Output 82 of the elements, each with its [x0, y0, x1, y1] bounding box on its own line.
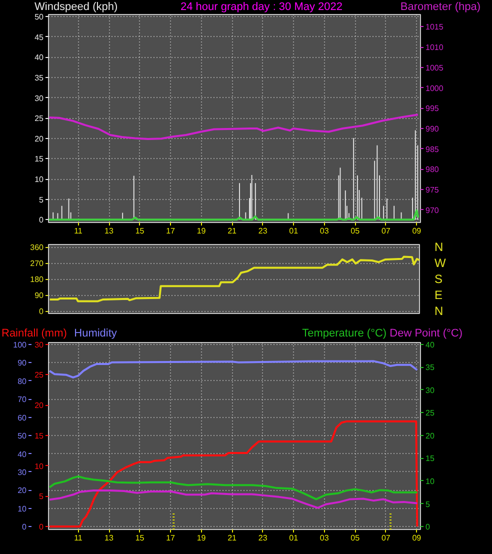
text: N: [434, 240, 444, 254]
y-tick-label: 270: [30, 259, 44, 268]
y-tick-label: 80: [18, 376, 28, 386]
text: E: [434, 288, 443, 302]
x-tick-label: 21: [228, 226, 238, 236]
y-tick-label: 360: [30, 243, 44, 252]
y2-tick-label: 975: [426, 186, 440, 195]
y2-tick-label: 1010: [426, 43, 444, 52]
y-tick-label: 0: [39, 216, 44, 225]
y2-tick-label: 20: [426, 431, 435, 440]
y-tick-label: 90: [18, 358, 28, 368]
y2-tick-label: 980: [426, 165, 440, 174]
x-tick-label: 11: [74, 226, 83, 236]
y-tick-label: 50: [34, 12, 44, 22]
y-tick-label: 25: [34, 114, 44, 124]
x-tick-label: 05: [350, 226, 360, 236]
x-tick-label: 03: [320, 534, 330, 542]
y-tick-label: 15: [34, 154, 44, 164]
x-tick-label: 13: [104, 534, 114, 542]
x-tick-label: 21: [228, 534, 238, 542]
y2-tick-label: 985: [426, 144, 440, 154]
x-tick-label: 05: [350, 534, 360, 542]
y-tick-label: 45: [34, 32, 44, 42]
y2-tick-label: 40: [426, 340, 435, 350]
x-tick-label: 17: [166, 534, 176, 542]
y-tick-label: 180: [30, 275, 44, 284]
x-tick-label: 13: [104, 226, 114, 236]
x-tick-label: 15: [135, 534, 145, 542]
y2-tick-label: 5: [426, 500, 430, 509]
y2-tick-label: 15: [426, 454, 435, 464]
text: N: [434, 304, 444, 318]
x-tick-label: 01: [289, 534, 299, 542]
y2-tick-label: 25: [426, 408, 435, 418]
y-tick-label: 50: [18, 432, 28, 441]
y-tick-label: 40: [34, 53, 44, 62]
y2-tick-label: 1005: [426, 63, 444, 72]
x-tick-label: 17: [166, 226, 176, 236]
x-tick-label: 01: [289, 226, 299, 236]
x-tick-label: 11: [74, 534, 83, 542]
y2-tick-label: 10: [426, 476, 435, 486]
y-tick-label: 5: [39, 195, 44, 204]
y-tick-label: 30: [34, 94, 44, 103]
y-tick-label: 40: [18, 450, 28, 459]
y-tick-label: 90: [34, 291, 44, 300]
y-tick-label: 35: [34, 73, 44, 82]
y-tick-label: 10: [18, 504, 28, 514]
x-tick-label: 09: [412, 226, 422, 236]
y2-tick-label: 995: [426, 104, 440, 114]
x-tick-label: 07: [381, 534, 391, 542]
y2-tick-label: 970: [426, 206, 440, 215]
y2-tick-label: 0: [426, 522, 430, 532]
y2-tick-label: 30: [426, 386, 435, 395]
x-tick-label: 07: [381, 226, 391, 236]
text: Windspeed (kph): [34, 1, 118, 13]
y-tick-label: 100: [13, 340, 28, 350]
x-tick-label: 23: [258, 226, 268, 236]
text: Rainfall (mm): [2, 328, 67, 340]
y-tick-label: 20: [34, 134, 44, 144]
y-tick-label: 70: [18, 395, 28, 404]
y2-tick-label: 1000: [426, 84, 444, 93]
y2-tick-label: 1015: [426, 22, 444, 32]
text: Barometer (hpa): [400, 1, 481, 13]
x-tick-label: 15: [135, 226, 145, 236]
x-tick-label: 19: [196, 534, 206, 542]
chart-title: 24 hour graph day : 30 May 2022: [180, 1, 343, 13]
x-tick-label: 19: [196, 226, 206, 236]
text: S: [434, 272, 443, 286]
x-tick-label: 03: [320, 226, 330, 236]
y-tick-label: 20: [18, 486, 28, 496]
text: W: [434, 256, 446, 270]
text: Temperature (°C): [302, 328, 387, 340]
text: Dew Point (°C): [390, 328, 462, 340]
x-tick-label: 09: [412, 534, 422, 542]
y-tick-label: 0: [39, 307, 44, 316]
y-tick-label: 60: [18, 413, 28, 422]
x-tick-label: 23: [258, 534, 268, 542]
y-tick-label: 10: [34, 175, 44, 184]
y-tick-label: 30: [18, 468, 28, 477]
y2-tick-label: 35: [426, 363, 435, 372]
text: Humidity: [74, 328, 118, 340]
y-tick-label: 0: [22, 522, 28, 532]
y2-tick-label: 990: [426, 124, 440, 134]
